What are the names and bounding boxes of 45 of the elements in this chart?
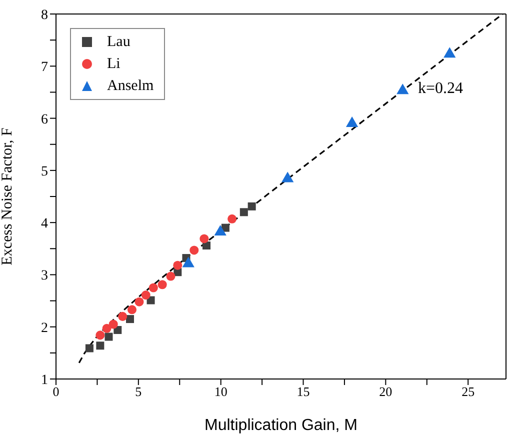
point	[141, 290, 150, 300]
point	[444, 47, 456, 58]
point	[396, 84, 409, 94]
point	[118, 312, 128, 321]
point	[173, 260, 182, 270]
point	[190, 246, 199, 255]
y-tick-label: 3	[41, 268, 48, 284]
y-tick-label: 8	[41, 8, 48, 23]
x-tick-label: 20	[379, 384, 392, 400]
y-tick-label: 5	[41, 164, 48, 180]
x-tick-label: 25	[462, 384, 475, 400]
point	[148, 283, 158, 292]
legend-label: Lau	[107, 33, 130, 52]
point	[96, 342, 104, 350]
point	[240, 208, 248, 216]
point	[126, 315, 134, 324]
point	[102, 324, 112, 333]
point	[200, 234, 209, 244]
point	[127, 305, 137, 314]
legend-label: Li	[107, 55, 120, 74]
point	[282, 172, 294, 182]
point	[85, 344, 94, 352]
point	[96, 330, 105, 340]
y-tick-label: 2	[41, 320, 48, 336]
y-tick-label: 6	[41, 112, 48, 128]
annotation: k=0.24	[418, 80, 464, 98]
legend-label: Anselm	[107, 77, 154, 96]
point	[248, 202, 256, 210]
point	[346, 116, 358, 128]
point	[228, 214, 237, 224]
x-tick-label: 15	[296, 384, 310, 400]
point	[146, 296, 155, 304]
x-tick-label: 5	[135, 384, 142, 400]
y-tick-label: 7	[41, 60, 48, 76]
x-axis-title: Multiplication Gain, M	[204, 417, 358, 434]
point	[158, 280, 167, 290]
point	[134, 297, 144, 306]
point	[104, 332, 113, 341]
x-tick-label: 0	[52, 384, 60, 400]
y-tick-label: 4	[41, 216, 48, 232]
y-tick-label: 1	[41, 372, 48, 388]
y-axis-title: Excess Noise Factor, F	[0, 128, 16, 266]
point	[108, 320, 118, 329]
point	[166, 272, 176, 281]
x-tick-label: 10	[214, 384, 228, 400]
